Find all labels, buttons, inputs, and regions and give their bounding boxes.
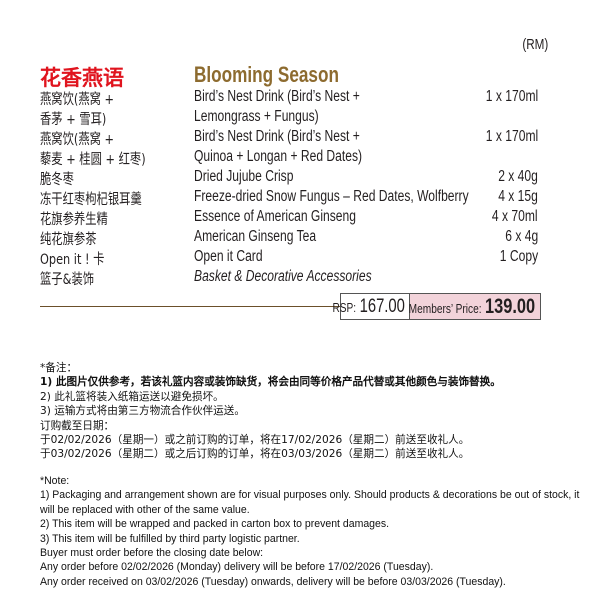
item-name-cn: 花旗参养生精 <box>40 208 127 229</box>
item-name-en-text: Bird’s Nest Drink (Bird’s Nest + <box>194 128 360 145</box>
item-name-en: Lemongrass + Fungus) <box>194 108 354 126</box>
item-name-en: Freeze-dried Snow Fungus – Red Dates, Wo… <box>194 188 546 206</box>
item-name-cn: 纯花旗参茶 <box>40 228 113 249</box>
members-value: 139.00 <box>484 295 535 318</box>
item-name-en: Quinoa + Longan + Red Dates) <box>194 148 409 166</box>
item-row: 香茅 + 雪耳) Lemongrass + Fungus) <box>0 108 600 128</box>
currency-text: (RM) <box>522 36 548 53</box>
item-name-cn-text: 脆冬枣 <box>40 172 74 188</box>
members-price-box: Members’ Price: 139.00 <box>409 293 541 320</box>
item-quantity-text: 2 x 40g <box>498 168 538 185</box>
rsp-label: RSP: <box>332 300 357 315</box>
item-quantity: 1 Copy <box>489 248 538 266</box>
item-row: 纯花旗参茶 American Ginseng Tea 6 x 4g <box>0 228 600 248</box>
item-name-en-text: Freeze-dried Snow Fungus – Red Dates, Wo… <box>194 188 469 205</box>
note-line: will be replaced with other of the same … <box>40 503 250 516</box>
item-name-en: Open it Card <box>194 248 282 266</box>
item-name-cn-text: 冻干红枣枸杞银耳羹 <box>40 192 142 208</box>
item-quantity: 1 x 170ml <box>471 88 538 106</box>
item-quantity-text: 6 x 4g <box>505 228 538 245</box>
note-line: 3) 运输方式将由第三方物流合作伙伴运送。 <box>40 405 245 418</box>
item-row: Open it ! 卡 Open it Card 1 Copy <box>0 248 600 268</box>
item-name-en-text: Lemongrass + Fungus) <box>194 108 319 125</box>
item-quantity-text: 1 x 170ml <box>485 88 538 105</box>
item-quantity: 4 x 15g <box>487 188 538 206</box>
item-name-cn-text: 燕窝饮(燕窝 + <box>40 132 115 148</box>
item-name-cn-text: 纯花旗参茶 <box>40 232 97 248</box>
item-name-cn-text: 藜麦 + 桂圆 + 红枣) <box>40 152 146 168</box>
item-name-cn-text: 篮子&装饰 <box>40 272 95 288</box>
item-name-cn-text: 香茅 + 雪耳) <box>40 112 107 128</box>
item-row: 冻干红枣枸杞银耳羹 Freeze-dried Snow Fungus – Red … <box>0 188 600 208</box>
item-name-en: Bird’s Nest Drink (Bird’s Nest + <box>194 88 407 106</box>
item-name-cn: 燕窝饮(燕窝 + <box>40 88 135 109</box>
note-line: Buyer must order before the closing date… <box>40 546 264 559</box>
note-line: 2) This item will be wrapped and packed … <box>40 518 390 531</box>
item-quantity-text: 4 x 70ml <box>492 208 538 225</box>
item-name-cn: 燕窝饮(燕窝 + <box>40 128 135 149</box>
item-name-en: Bird’s Nest Drink (Bird’s Nest + <box>194 128 407 146</box>
item-name-cn: 脆冬枣 <box>40 168 84 189</box>
item-quantity: 1 x 170ml <box>471 128 538 146</box>
item-row: 脆冬枣 Dried Jujube Crisp 2 x 40g <box>0 168 600 188</box>
members-price: Members’ Price: 139.00 <box>373 295 535 319</box>
currency-label: (RM) <box>515 36 548 53</box>
note-line: 2) 此礼篮将装入纸箱运送以避免损坏。 <box>40 390 224 403</box>
item-name-en-text: American Ginseng Tea <box>194 228 317 245</box>
item-quantity-text: 4 x 15g <box>498 188 538 205</box>
item-quantity-text: 1 Copy <box>499 248 538 265</box>
item-name-en-text: Basket & Decorative Accessories <box>194 268 372 285</box>
note-line: 于03/02/2026（星期二）或之后订购的订单，将在03/03/2026（星期… <box>40 448 470 461</box>
item-name-en-text: Dried Jujube Crisp <box>194 168 294 185</box>
members-label: Members’ Price: <box>408 301 482 316</box>
item-quantity: 4 x 70ml <box>479 208 538 226</box>
item-name-en-text: Open it Card <box>194 248 263 265</box>
rsp-value: 167.00 <box>359 296 405 317</box>
item-name-cn: 藜麦 + 桂圆 + 红枣) <box>40 148 175 169</box>
item-row: 燕窝饮(燕窝 + Bird’s Nest Drink (Bird’s Nest +… <box>0 88 600 108</box>
note-line: 订购截至日期： <box>40 419 115 432</box>
item-name-cn-text: Open it ! 卡 <box>40 252 105 268</box>
item-name-en-text: Quinoa + Longan + Red Dates) <box>194 148 363 165</box>
title-chinese: 花香燕语 <box>40 66 124 90</box>
item-name-cn-text: 燕窝饮(燕窝 + <box>40 92 115 108</box>
item-name-cn: 篮子&装饰 <box>40 268 109 289</box>
item-row: 篮子&装饰 Basket & Decorative Accessories <box>0 268 600 288</box>
item-row: 燕窝饮(燕窝 + Bird’s Nest Drink (Bird’s Nest +… <box>0 128 600 148</box>
rsp-price-box: RSP: 167.00 <box>333 293 410 320</box>
item-name-en: Essence of American Ginseng <box>194 208 402 226</box>
title-english-text: Blooming Season <box>194 62 339 87</box>
notes-chinese: *备注： 1) 此图片仅供参考，若该礼篮内容或装饰缺货，将会由同等价格产品代替或其… <box>40 361 501 462</box>
item-name-cn-text: 花旗参养生精 <box>40 212 108 228</box>
item-quantity-text: 1 x 170ml <box>485 128 538 145</box>
item-row: 花旗参养生精 Essence of American Ginseng 4 x 70m… <box>0 208 600 228</box>
rsp-price: RSP: 167.00 <box>312 296 405 318</box>
item-row: 藜麦 + 桂圆 + 红枣) Quinoa + Longan + Red Dates… <box>0 148 600 168</box>
item-quantity: 6 x 4g <box>496 228 538 246</box>
note-line: 1) Packaging and arrangement shown are f… <box>40 489 580 502</box>
note-line: 3) This item will be fulfilled by third … <box>40 532 300 545</box>
item-name-cn: 香茅 + 雪耳) <box>40 108 125 129</box>
note-line: 于02/02/2026（星期一）或之前订购的订单，将在17/02/2026（星期… <box>40 433 470 446</box>
note-line: Any order before 02/02/2026 (Monday) del… <box>40 561 434 574</box>
item-name-cn: Open it ! 卡 <box>40 248 123 269</box>
item-name-en: Basket & Decorative Accessories <box>194 268 422 286</box>
note-line: 1) 此图片仅供参考，若该礼篮内容或装饰缺货，将会由同等价格产品代替或其他颜色与… <box>40 376 501 389</box>
divider-line <box>40 306 342 307</box>
item-name-en: American Ginseng Tea <box>194 228 351 246</box>
note-line: *备注： <box>40 362 78 374</box>
note-line: Any order received on 03/02/2026 (Tuesda… <box>40 575 506 588</box>
item-name-en-text: Essence of American Ginseng <box>194 208 356 225</box>
note-line: *Note: <box>40 475 70 487</box>
item-name-en: Dried Jujube Crisp <box>194 168 322 186</box>
title-english: Blooming Season <box>194 62 380 88</box>
item-name-en-text: Bird’s Nest Drink (Bird’s Nest + <box>194 88 360 105</box>
item-quantity: 2 x 40g <box>487 168 538 186</box>
notes-english: *Note: 1) Packaging and arrangement shown… <box>40 474 600 589</box>
item-name-cn: 冻干红枣枸杞银耳羹 <box>40 188 171 209</box>
